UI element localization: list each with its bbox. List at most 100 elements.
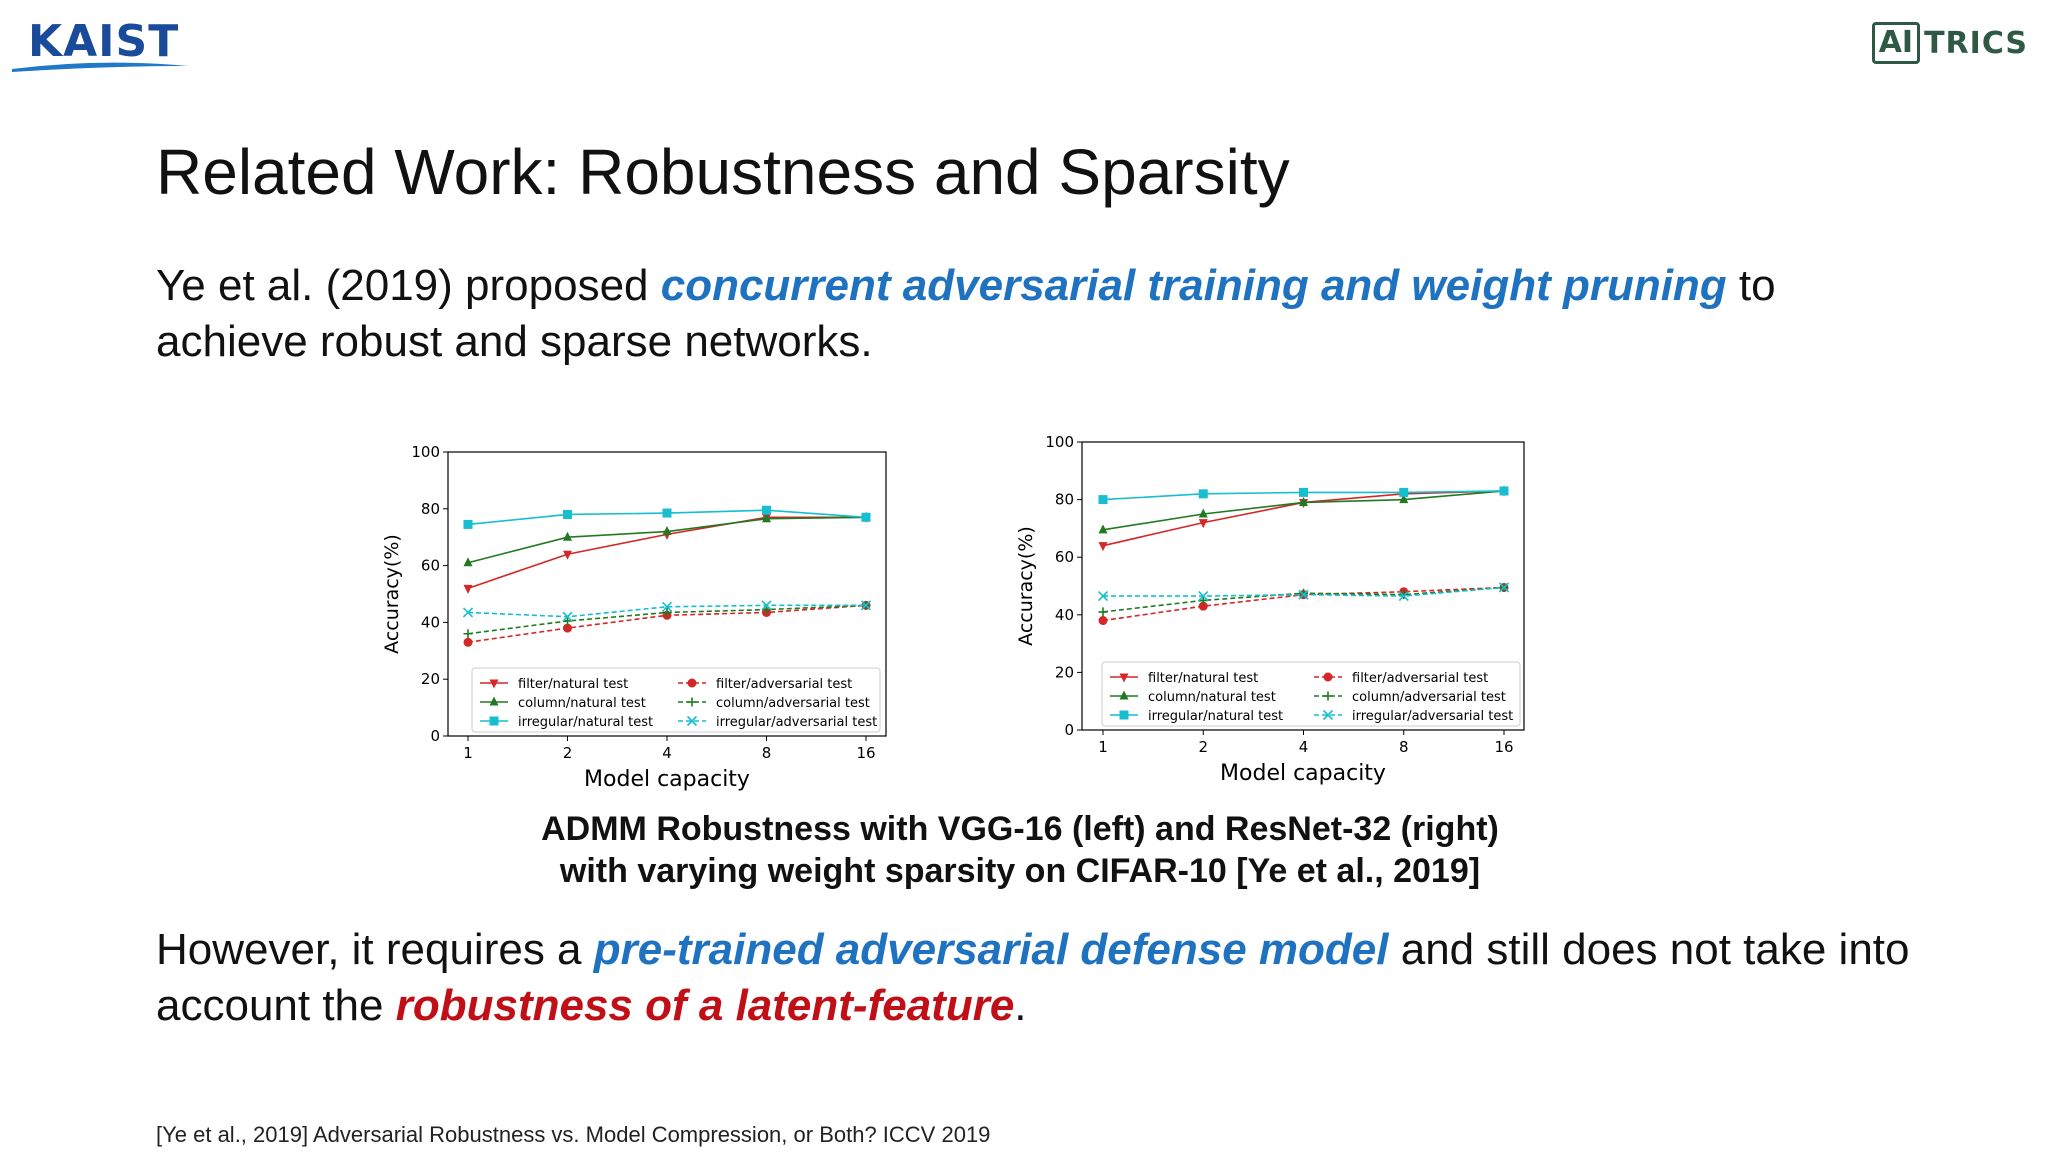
data-point [563, 623, 572, 633]
data-point [463, 637, 473, 647]
aitrics-logo-text: TRICS [1924, 25, 2028, 61]
caption-line-1: ADMM Robustness with VGG-16 (left) and R… [541, 810, 1499, 848]
aitrics-logo-box: AI [1871, 22, 1921, 64]
x-tick-label: 16 [1494, 738, 1513, 756]
resnet32-accuracy-chart: 0 20 40 60 80 100 1 2 4 8 16 Model capacity Accuracy… [1015, 433, 1525, 786]
data-point [1097, 591, 1109, 602]
legend-marker [687, 678, 697, 688]
data-point [1298, 589, 1309, 600]
y-tick-label: 20 [1055, 663, 1074, 681]
legend-label: irregular/adversarial test [1352, 709, 1513, 724]
data-point [463, 557, 473, 567]
y-tick-label: 60 [421, 557, 440, 575]
y-tick-label: 100 [411, 443, 440, 461]
legend-label: irregular/adversarial test [716, 715, 877, 730]
vgg16-accuracy-chart: 0 20 40 60 80 100 1 2 4 8 16 Model capacity Accuracy… [381, 443, 887, 792]
data-point [1299, 487, 1308, 497]
x-tick-label: 16 [856, 744, 875, 762]
caption-line-2: with varying weight sparsity on CIFAR-10… [559, 852, 1481, 890]
y-tick-label: 0 [430, 727, 440, 745]
data-point [462, 607, 474, 618]
data-point [1198, 591, 1209, 602]
x-axis-label: Model capacity [1220, 761, 1386, 786]
legend-label: column/adversarial test [716, 696, 870, 711]
y-tick-label: 80 [421, 500, 440, 518]
limitation-text-2: and still does not take into account the [156, 925, 1910, 1030]
legend-marker [489, 679, 499, 689]
chart-legend: filter/natural test column/natural test ir… [471, 667, 881, 733]
data-point [1198, 489, 1208, 499]
chart-legend: filter/natural test column/natural test ir… [1101, 661, 1521, 727]
data-point [1098, 607, 1108, 617]
data-point [860, 600, 872, 611]
intro-text-2: to achieve robust and sparse networks. [156, 261, 1776, 366]
figure-caption: ADMM Robustness with VGG-16 (left) and R… [420, 808, 1620, 892]
legend-label: column/natural test [518, 696, 646, 711]
x-tick-label: 4 [1299, 738, 1309, 756]
limitation-text-3: . [1014, 981, 1027, 1030]
data-point [1399, 494, 1409, 504]
legend-box [471, 667, 881, 733]
y-tick-label: 20 [421, 670, 440, 688]
limitation-text-1: However, it requires a [156, 925, 594, 974]
x-tick-label: 4 [662, 744, 672, 762]
limitation-highlight-1: pre-trained adversarial defense model [593, 925, 1389, 974]
legend-label: filter/natural test [518, 677, 628, 692]
kaist-logo: KAIST [10, 14, 190, 78]
series-irregular-adversarial-test [1097, 582, 1510, 602]
data-point [1399, 487, 1409, 497]
data-point [563, 550, 572, 560]
series-irregular-natural-test [1098, 486, 1509, 505]
x-tick-label: 1 [463, 744, 473, 762]
data-point [1198, 601, 1208, 611]
data-point [1198, 508, 1208, 518]
legend-label: filter/adversarial test [716, 677, 852, 692]
data-point [1299, 496, 1308, 506]
kaist-swoosh-icon [12, 62, 188, 72]
legend-marker [1323, 691, 1333, 701]
data-point [562, 611, 573, 622]
data-point [1098, 542, 1108, 552]
legend-label: column/natural test [1148, 690, 1276, 705]
y-tick-label: 100 [1045, 433, 1074, 451]
aitrics-logo: AI TRICS [1871, 22, 2028, 64]
limitation-highlight-2: robustness of a latent-feature [395, 981, 1015, 1030]
intro-paragraph: Ye et al. (2019) proposed concurrent adv… [156, 258, 1916, 370]
intro-text-1: Ye et al. (2019) proposed [156, 261, 661, 310]
series-irregular-natural-test [463, 505, 871, 529]
y-axis-label: Accuracy(%) [1015, 526, 1037, 646]
legend-marker [1119, 673, 1129, 683]
y-tick-label: 40 [421, 613, 440, 631]
data-point [1198, 519, 1208, 529]
series-line [467, 604, 866, 618]
data-point [662, 607, 672, 617]
x-tick-label: 2 [1198, 738, 1208, 756]
data-point [762, 505, 771, 515]
legend-marker [686, 715, 698, 727]
series-irregular-adversarial-test [462, 600, 872, 622]
legend-marker [1323, 672, 1333, 682]
data-point [563, 531, 572, 541]
y-axis-label: Accuracy(%) [381, 534, 403, 654]
x-tick-label: 8 [762, 744, 772, 762]
data-point [1098, 524, 1108, 534]
data-point [861, 512, 871, 522]
data-point [563, 509, 572, 519]
legend-label: irregular/natural test [1148, 709, 1283, 724]
data-point [463, 629, 473, 639]
data-point [463, 519, 473, 529]
x-tick-label: 2 [563, 744, 573, 762]
data-point [463, 584, 473, 594]
data-point [1098, 495, 1108, 505]
x-tick-label: 1 [1098, 738, 1108, 756]
data-point [662, 508, 672, 518]
legend-marker [1119, 690, 1129, 700]
legend-marker [687, 697, 697, 707]
data-point [761, 600, 772, 611]
data-point [1498, 582, 1510, 593]
legend-label: irregular/natural test [518, 715, 653, 730]
legend-marker [489, 716, 499, 726]
legend-label: column/adversarial test [1352, 690, 1506, 705]
series-column-adversarial-test [463, 600, 871, 639]
data-point [662, 526, 672, 536]
